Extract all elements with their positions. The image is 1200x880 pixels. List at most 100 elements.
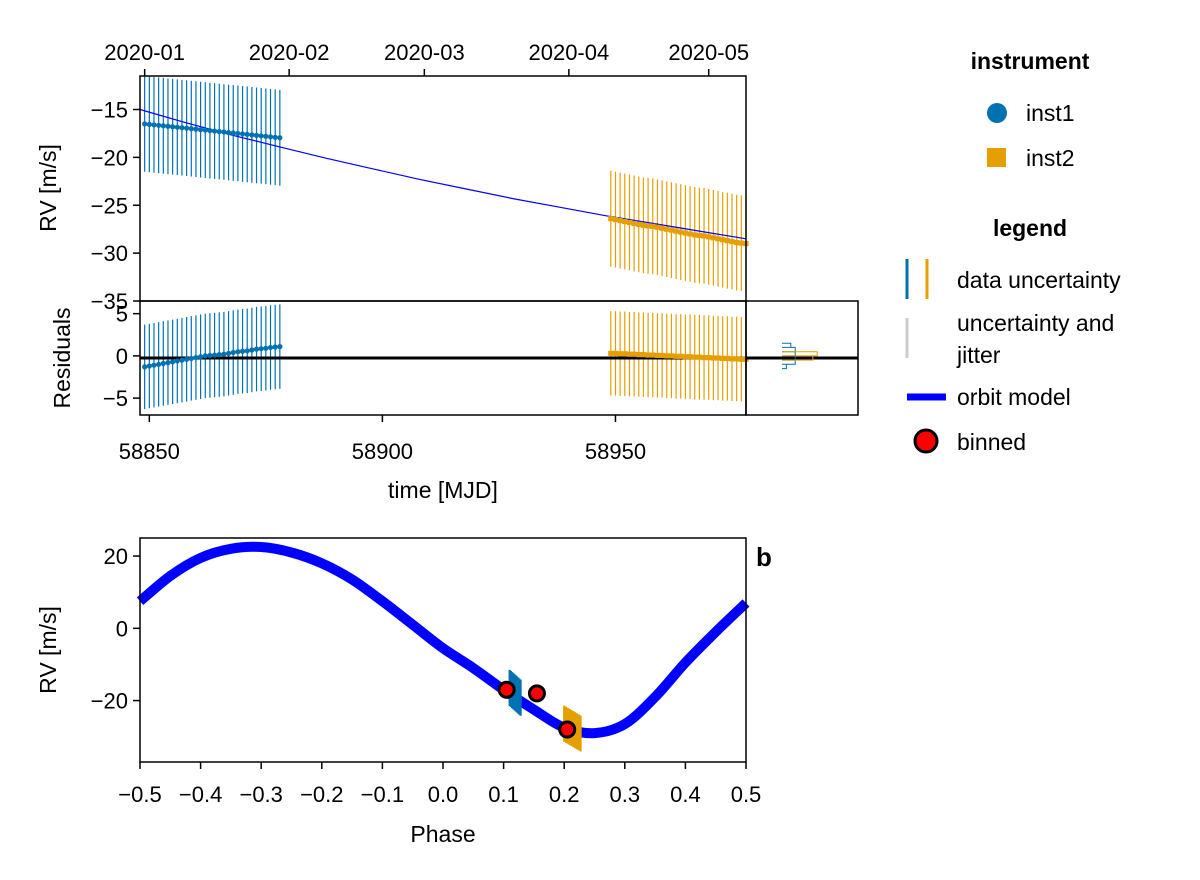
- inst1-point: [179, 125, 185, 131]
- phase-errorbars: [508, 669, 582, 752]
- histogram-frame: [745, 300, 859, 416]
- inst2-legend-label: inst2: [1026, 145, 1075, 171]
- inst1-point: [184, 125, 190, 131]
- rv-time-ytick-label: −25: [91, 193, 128, 218]
- rv-time-points: [142, 121, 749, 247]
- inst2-residual-histogram: [782, 351, 818, 361]
- phase-yticks: 20 0 −20: [91, 544, 140, 714]
- inst2-residual-point: [734, 356, 740, 362]
- inst1-point: [216, 128, 222, 135]
- rv-phase-panel: 20 0 −20 −0.5 −0.4 −0.3 −0.2 −0.1 0.0 0.1 0.2 0.3 0…: [35, 537, 772, 847]
- phase-ytick-label: −20: [91, 689, 128, 714]
- inst2-point: [673, 228, 679, 234]
- phase-model-curve: [136, 541, 750, 739]
- time-xtick-label: 58950: [585, 439, 646, 464]
- rv-time-date-ticks: 2020-01 2020-02 2020-03 2020-04 2020-05: [104, 40, 749, 76]
- inst2-point: [701, 233, 707, 239]
- inst1-point: [146, 121, 152, 127]
- inst2-residual-point: [626, 351, 633, 357]
- inst1-point: [170, 124, 176, 130]
- inst1-residual-point: [165, 360, 171, 366]
- inst2-point: [715, 236, 721, 242]
- inst2-residual-point: [710, 355, 716, 361]
- inst2-residual-point: [729, 356, 735, 362]
- inst2-residual-point: [706, 354, 712, 361]
- rv-time-ytick-label: −35: [91, 289, 128, 314]
- inst1-point: [193, 126, 199, 132]
- legend-title: legend: [993, 215, 1067, 241]
- inst1-residual-point: [207, 352, 213, 359]
- inst1-point: [142, 121, 148, 127]
- inst1-point: [253, 132, 260, 138]
- jitter-legend-label-2: jitter: [956, 342, 1001, 368]
- inst1-point: [165, 123, 171, 129]
- inst2-point: [710, 235, 716, 241]
- phase-xtick-label: 0.2: [549, 782, 580, 807]
- rv-time-errorbars: [144, 76, 747, 292]
- binned-legend-label: binned: [957, 429, 1026, 455]
- inst1-residual-histogram: [782, 342, 796, 370]
- inst2-point: [724, 238, 730, 244]
- phase-xtick-label: −0.2: [300, 782, 343, 807]
- residual-ytick-label: 5: [116, 302, 128, 327]
- inst2-point: [682, 230, 688, 236]
- inst2-point: [687, 231, 693, 237]
- phase-xlabel: Phase: [410, 821, 475, 847]
- inst2-point: [696, 232, 702, 239]
- inst1-point: [244, 131, 250, 138]
- inst1-residual-point: [235, 349, 241, 355]
- date-tick-label: 2020-05: [668, 40, 749, 65]
- inst2-point: [720, 237, 726, 243]
- inst2-residual-point: [612, 350, 619, 356]
- inst2-residual-point: [659, 352, 665, 359]
- inst1-residual-point: [225, 350, 232, 356]
- inst1-point: [258, 133, 264, 139]
- inst1-point: [272, 134, 278, 140]
- time-xlabel: time [MJD]: [388, 477, 498, 503]
- inst2-point: [640, 222, 647, 228]
- inst1-point: [188, 126, 194, 132]
- inst1-point: [198, 127, 204, 133]
- inst2-residual-point: [724, 355, 730, 362]
- inst1-residual-point: [221, 351, 227, 357]
- phase-xtick-label: 0.4: [670, 782, 701, 807]
- inst1-residual-point: [277, 344, 283, 350]
- inst2-point: [729, 239, 735, 245]
- inst1-residual-point: [179, 357, 185, 363]
- inst2-residual-point: [617, 351, 623, 357]
- inst1-residual-point: [263, 345, 269, 351]
- phase-xtick-label: 0.5: [731, 782, 762, 807]
- inst2-point: [734, 239, 740, 246]
- inst1-point: [202, 127, 208, 133]
- residual-yticks: 5 0 −5: [103, 302, 140, 411]
- phase-xtick-label: 0.0: [428, 782, 459, 807]
- inst2-point: [612, 217, 619, 223]
- binned-point: [558, 720, 577, 739]
- inst2-legend-marker: [987, 148, 1006, 167]
- residual-histogram-panel: [745, 300, 859, 416]
- inst2-residual-point: [664, 353, 670, 359]
- inst1-point: [239, 131, 246, 137]
- inst1-residual-point: [174, 358, 180, 364]
- inst2-point: [608, 216, 614, 222]
- inst2-residual-point: [673, 353, 679, 359]
- inst2-point: [650, 223, 656, 229]
- inst1-point: [230, 130, 236, 136]
- inst2-residual-point: [654, 352, 661, 359]
- inst1-residual-point: [193, 354, 199, 361]
- inst2-residual-point: [636, 352, 642, 358]
- inst2-point: [738, 240, 744, 246]
- rv-time-ytick-label: −15: [91, 98, 128, 123]
- inst1-residual-point: [202, 353, 208, 359]
- inst1-residual-point: [211, 352, 218, 358]
- inst2-residual-point: [738, 356, 744, 362]
- phase-xtick-label: 0.1: [488, 782, 519, 807]
- inst2-residual-point: [650, 352, 656, 358]
- binned-point: [527, 684, 546, 703]
- rv-time-ytick-label: −30: [91, 241, 128, 266]
- inst1-residual-point: [216, 352, 222, 358]
- inst1-residual-point: [151, 362, 157, 368]
- date-tick-label: 2020-02: [249, 40, 330, 65]
- time-xtick-label: 58850: [119, 439, 180, 464]
